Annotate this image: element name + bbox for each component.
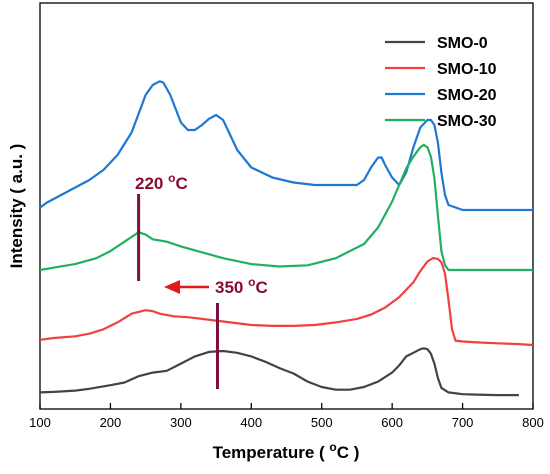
x-axis-title-main: Temperature ( [213, 443, 330, 462]
annotation-350c-unit: C [255, 278, 267, 297]
series-line-smo-20 [39, 80, 533, 212]
x-tick-label: 700 [452, 415, 474, 430]
annotation-220c-value: 220 [135, 174, 168, 193]
series-line-smo-10 [39, 256, 534, 347]
annotation-220c-degree: o [168, 171, 175, 185]
legend: SMO-0 SMO-10 SMO-20 SMO-30 [385, 35, 497, 130]
legend-label-smo-0: SMO-0 [437, 35, 488, 52]
series-line-smo-30 [39, 143, 533, 272]
annotation-350c: 350 oC [215, 275, 268, 297]
x-axis-title-unit: C ) [337, 443, 360, 462]
shift-arrow-head [164, 280, 180, 294]
plot-frame [39, 2, 534, 410]
x-tick-label: 800 [522, 415, 544, 430]
x-axis-title: Temperature ( oC ) [213, 440, 360, 462]
x-axis-ticks: 100 200 300 400 500 600 700 800 [29, 403, 544, 430]
x-tick-label: 300 [170, 415, 192, 430]
marker-layer [137, 194, 219, 389]
annotation-350c-value: 350 [215, 278, 248, 297]
annotation-350c-degree: o [248, 275, 255, 289]
x-tick-label: 200 [100, 415, 122, 430]
x-tick-label: 100 [29, 415, 51, 430]
shift-arrow [164, 280, 209, 294]
x-tick-label: 400 [240, 415, 262, 430]
y-axis-title: Intensity ( a.u. ) [7, 144, 26, 269]
x-tick-label: 600 [381, 415, 403, 430]
legend-label-smo-30: SMO-30 [437, 113, 497, 130]
series-layer [39, 80, 534, 397]
legend-label-smo-20: SMO-20 [437, 87, 497, 104]
x-axis-title-degree: o [329, 440, 336, 454]
series-line-smo-0 [39, 347, 519, 397]
x-tick-label: 500 [311, 415, 333, 430]
annotation-220c-unit: C [175, 174, 187, 193]
annotation-220c: 220 oC [135, 171, 188, 193]
legend-label-smo-10: SMO-10 [437, 61, 497, 78]
